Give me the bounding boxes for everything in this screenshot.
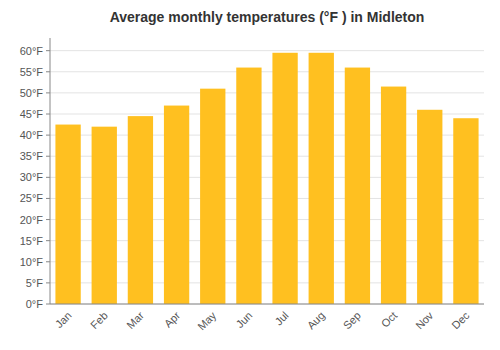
x-tick-label: Feb xyxy=(88,309,110,331)
y-tick xyxy=(46,240,50,241)
y-tick xyxy=(46,261,50,262)
x-tick-label: Sep xyxy=(341,309,363,331)
x-tick-label: Dec xyxy=(449,309,472,332)
y-tick xyxy=(46,92,50,93)
grid-line xyxy=(50,71,484,72)
page: {"chart_data": {"type": "bar", "title": … xyxy=(0,0,500,350)
y-tick xyxy=(46,156,50,157)
x-tick-label: Jul xyxy=(272,309,290,327)
bar xyxy=(55,125,80,304)
y-tick xyxy=(46,71,50,72)
y-tick-label: 5°F xyxy=(26,277,44,289)
y-tick xyxy=(46,304,50,305)
y-tick-label: 55°F xyxy=(20,66,44,78)
grid-line xyxy=(50,92,484,93)
y-tick xyxy=(46,198,50,199)
title: Average monthly temperatures (°F ) in Mi… xyxy=(110,9,425,25)
y-grid xyxy=(50,51,484,304)
y-tick xyxy=(46,114,50,115)
x-tick-label: Mar xyxy=(124,309,146,331)
y-tick-label: 50°F xyxy=(20,87,44,99)
x-tick-label: Oct xyxy=(379,309,400,330)
y-tick xyxy=(46,282,50,283)
y-tick xyxy=(46,219,50,220)
x-tick-label: May xyxy=(195,309,219,333)
y-tick-label: 35°F xyxy=(20,150,44,162)
x-tick-label: Nov xyxy=(413,309,436,332)
bar xyxy=(128,116,153,304)
y-tick xyxy=(46,135,50,136)
y-tick-label: 20°F xyxy=(20,214,44,226)
chart-svg: Average monthly temperatures (°F ) in Mi… xyxy=(0,0,500,350)
chart-container: Average monthly temperatures (°F ) in Mi… xyxy=(0,0,500,350)
bar xyxy=(453,118,478,304)
y-tick-label: 25°F xyxy=(20,192,44,204)
grid-line xyxy=(50,304,484,305)
x-tick-label: Jan xyxy=(53,309,74,330)
y-tick-label: 40°F xyxy=(20,129,44,141)
y-axis-line xyxy=(50,38,51,304)
bar xyxy=(164,106,189,304)
y-axis: 0°F 5°F 10°F 15°F 20°F 25°F 30°F 35°F 40°F 45°F 50… xyxy=(20,38,50,310)
x-tick-label: Aug xyxy=(305,309,327,331)
bar xyxy=(309,53,334,304)
bar xyxy=(417,110,442,304)
y-tick-label: 0°F xyxy=(26,298,44,310)
y-tick xyxy=(46,50,50,51)
y-tick-label: 10°F xyxy=(20,256,44,268)
y-tick xyxy=(46,177,50,178)
y-tick-label: 15°F xyxy=(20,235,44,247)
x-axis-line xyxy=(50,304,484,305)
x-tick-label: Apr xyxy=(162,309,183,330)
y-tick-label: 60°F xyxy=(20,45,44,57)
x-tick-label: Jun xyxy=(234,309,255,330)
y-tick-label: 30°F xyxy=(20,171,44,183)
bar xyxy=(345,68,370,304)
bar xyxy=(272,53,297,304)
grid-line xyxy=(50,50,484,51)
bar xyxy=(236,68,261,304)
bars xyxy=(55,53,478,304)
bar xyxy=(92,127,117,304)
y-tick-label: 45°F xyxy=(20,108,44,120)
bar xyxy=(200,89,225,304)
x-axis: Jan Feb Mar Apr May Jun Jul Aug Sep Oct Nov Dec xyxy=(50,304,484,332)
bar xyxy=(381,87,406,304)
